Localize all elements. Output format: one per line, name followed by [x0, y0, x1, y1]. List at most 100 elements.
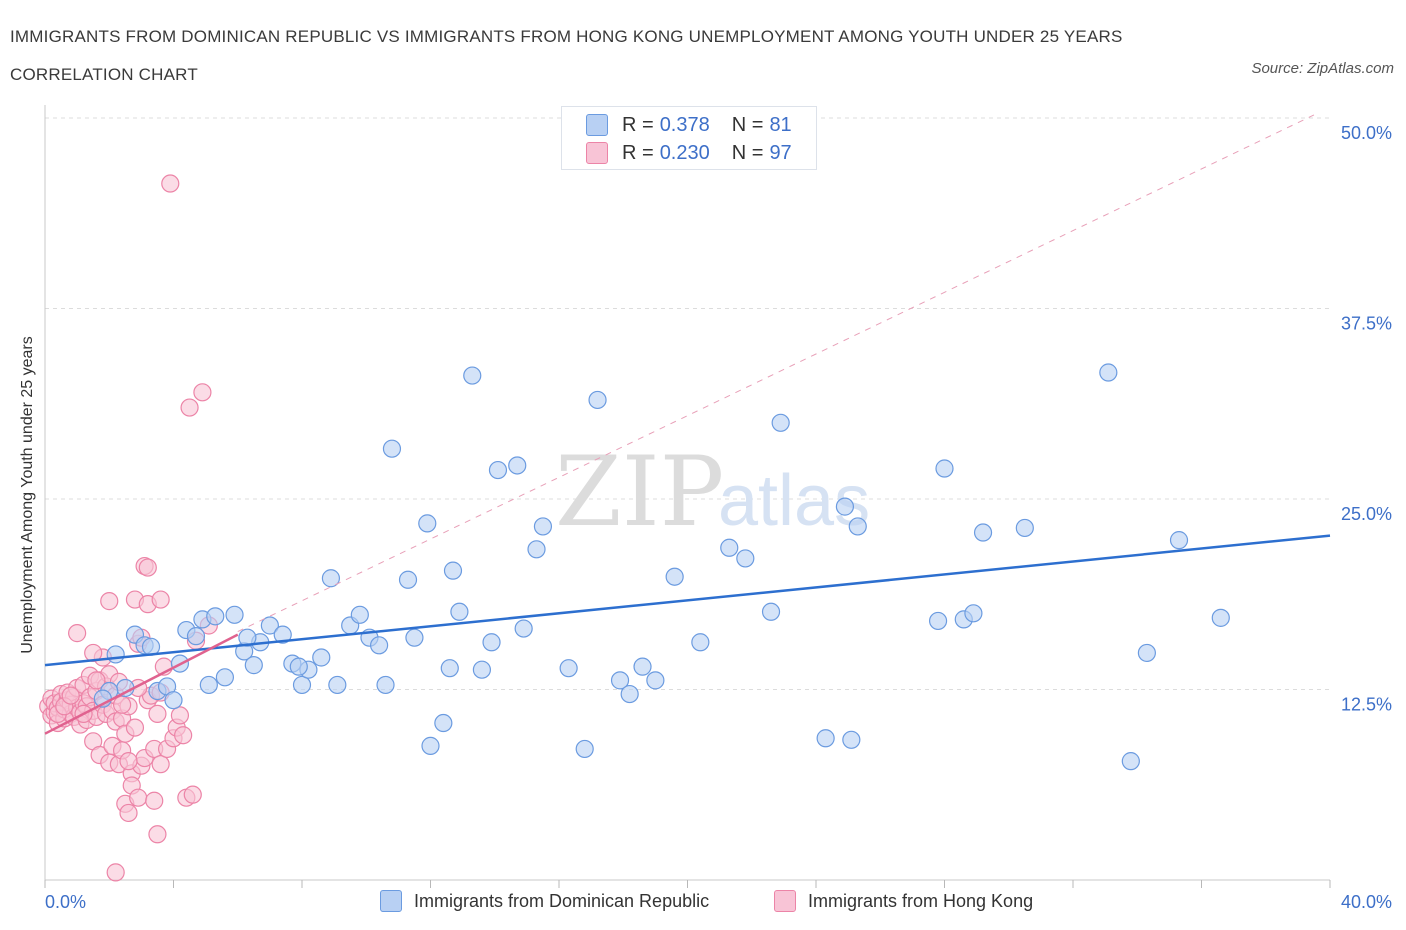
dominican-point	[186, 627, 206, 646]
trend-lines	[44, 114, 1331, 735]
dominican-point	[720, 538, 739, 557]
dominican-point	[816, 729, 835, 748]
dominican-point	[370, 636, 389, 655]
hongkong-point	[87, 671, 106, 690]
hongkong-point	[112, 695, 132, 714]
dominican-point	[398, 570, 418, 589]
y-tick-label: 25.0%	[1341, 504, 1392, 524]
dominican-point	[450, 602, 469, 621]
trend-line-hongkong	[44, 633, 239, 735]
dominican-point	[665, 567, 684, 586]
dominican-point	[620, 684, 639, 704]
legend-swatch-blue	[586, 114, 608, 136]
dominican-point	[488, 460, 508, 480]
hongkong-point	[129, 788, 148, 807]
legend-n-label: N =	[731, 113, 764, 136]
dominican-point	[463, 366, 482, 385]
legend-r-value: 0.230	[659, 141, 710, 164]
hongkong-point	[106, 863, 125, 882]
hongkong-point	[170, 706, 190, 725]
y-tick-label: 37.5%	[1341, 314, 1392, 334]
dominican-point	[376, 675, 395, 695]
dominican-point	[382, 439, 402, 458]
watermark: ZIP atlas	[555, 436, 870, 548]
dominican-point	[106, 645, 125, 664]
dominican-point	[199, 675, 218, 695]
dominican-point	[1137, 643, 1156, 663]
source-label: Source: ZipAtlas.com	[1251, 60, 1394, 77]
dominican-point	[215, 668, 234, 687]
hongkong-point	[119, 803, 138, 823]
dominican-point	[321, 569, 341, 588]
dominican-point	[482, 633, 501, 652]
legend-n-value: 81	[769, 113, 792, 136]
correlation-legend: R = 0.378 N = 81 R = 0.230 N = 97	[561, 106, 817, 170]
dominican-point	[964, 604, 983, 623]
hongkong-point	[148, 825, 167, 844]
hongkong-point	[193, 383, 212, 402]
hongkong-point	[61, 686, 80, 705]
legend-row-hongkong: R = 0.230 N = 97	[586, 141, 814, 165]
legend-n-value: 97	[769, 141, 792, 164]
legend-r-value: 0.378	[659, 113, 710, 136]
dominican-point	[238, 628, 257, 647]
x-tick-label: 40.0%	[1341, 892, 1392, 912]
hongkong-point	[148, 704, 167, 723]
dominican-point	[312, 648, 331, 667]
y-tick-label: 12.5%	[1341, 695, 1392, 715]
dominican-point	[842, 730, 861, 749]
series-hong-kong	[39, 174, 218, 882]
chart-title: IMMIGRANTS FROM DOMINICAN REPUBLIC VS IM…	[10, 27, 1123, 84]
dominican-point	[761, 602, 781, 621]
hongkong-point	[145, 791, 164, 810]
dominican-point	[1169, 531, 1189, 550]
dominican-point	[225, 605, 244, 624]
bottom-legend-swatch-pink	[774, 890, 796, 912]
dominican-point	[418, 514, 437, 533]
hongkong-point	[125, 718, 145, 737]
dominican-point	[973, 523, 993, 542]
dominican-point	[1121, 752, 1140, 771]
dominican-point	[1015, 518, 1034, 538]
hongkong-point	[174, 726, 193, 745]
dominican-point	[434, 713, 453, 733]
dominican-point	[273, 625, 292, 644]
dominican-point	[559, 659, 578, 678]
dominican-point	[835, 497, 855, 516]
y-tick-label: 50.0%	[1341, 123, 1392, 143]
hongkong-point	[183, 785, 202, 804]
trend-line-dominican	[44, 534, 1331, 667]
dominican-point	[771, 413, 790, 432]
dominican-point	[527, 540, 546, 559]
bottom-legend-hongkong: Immigrants from Hong Kong	[774, 888, 1033, 914]
dominican-point	[848, 517, 867, 536]
dominican-point	[350, 605, 369, 624]
legend-row-dominican: R = 0.378 N = 81	[586, 113, 814, 137]
hongkong-point	[138, 558, 157, 577]
hongkong-point	[68, 624, 87, 643]
dominican-point	[405, 628, 424, 647]
legend-r-label: R =	[622, 113, 654, 136]
dominican-point	[328, 675, 347, 695]
dominican-point	[633, 657, 652, 676]
dominican-point	[691, 633, 710, 652]
bottom-legend-swatch-blue	[380, 890, 402, 912]
dominican-point	[736, 549, 755, 568]
legend-swatch-pink	[586, 142, 608, 164]
dominican-point	[935, 459, 954, 478]
dominican-point	[1099, 363, 1118, 382]
tick-labels: 12.5% 25.0% 37.5% 50.0% 0.0% 40.0%	[45, 123, 1392, 912]
hongkong-point	[119, 752, 138, 771]
hongkong-point	[161, 174, 180, 193]
bottom-legend-label: Immigrants from Hong Kong	[808, 890, 1034, 911]
dominican-point	[443, 561, 463, 580]
hongkong-point	[151, 755, 170, 774]
hongkong-point	[180, 398, 199, 417]
dominican-point	[508, 456, 527, 475]
axes	[44, 105, 1331, 888]
dominican-point	[472, 660, 491, 679]
dominican-point	[533, 517, 553, 536]
dominican-point	[206, 607, 225, 626]
dominican-point	[289, 657, 308, 676]
